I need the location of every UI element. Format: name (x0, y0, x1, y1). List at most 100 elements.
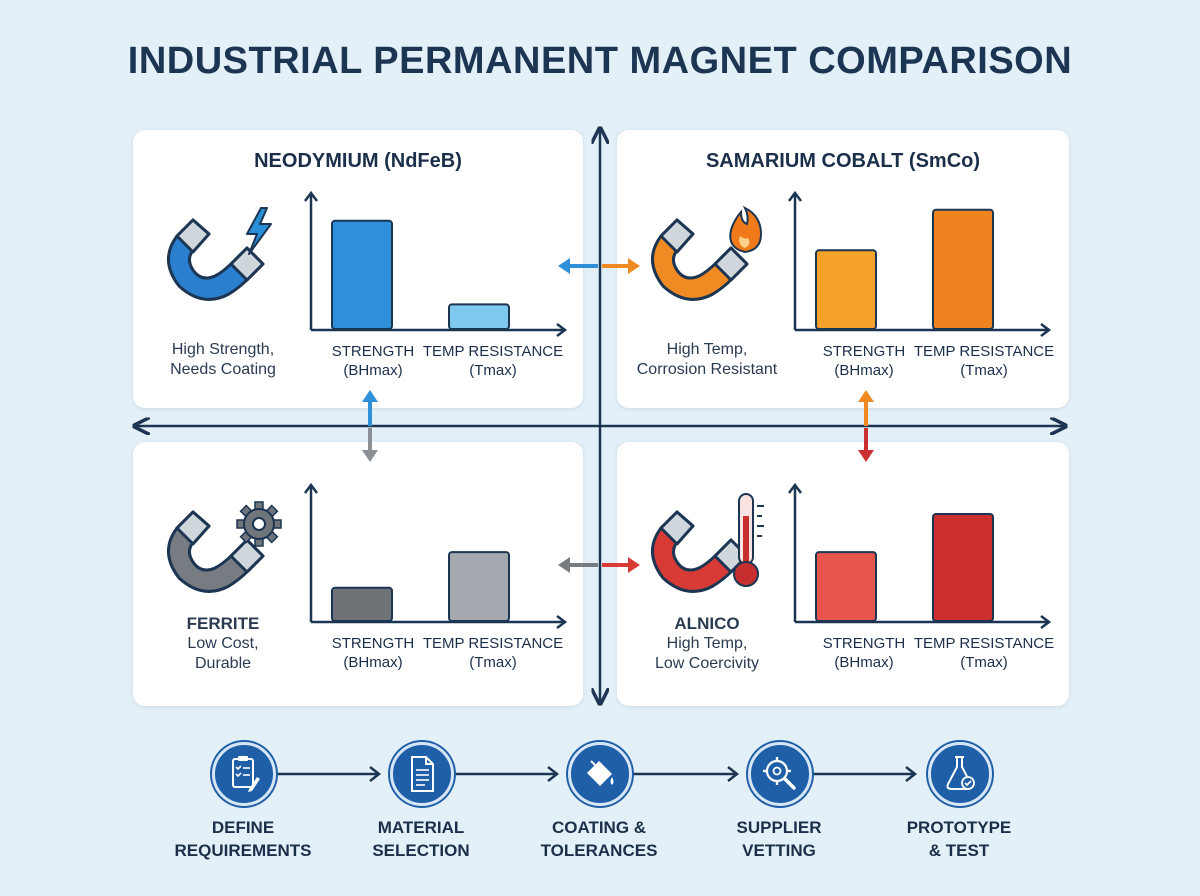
tick-line-2: (Tmax) (469, 654, 517, 671)
page-title: INDUSTRIAL PERMANENT MAGNET COMPARISON (127, 40, 1073, 82)
document-icon (411, 756, 434, 792)
desc-line-1: High Temp, (666, 341, 748, 358)
step-label-coating-tolerances: COATING & TOLERANCES (514, 816, 684, 862)
card-title: NEODYMIUM (NdFeB) (254, 150, 462, 172)
lightning-icon (246, 207, 272, 255)
bar-temp-resistance (932, 512, 994, 623)
step-line-1: DEFINE (211, 818, 275, 837)
tick-line-2: (BHmax) (834, 654, 894, 671)
tick-line-2: (BHmax) (343, 362, 403, 379)
x-tick-label-temp: TEMP RESISTANCE (Tmax) (909, 634, 1059, 672)
tick-line-2: (Tmax) (469, 362, 517, 379)
y-axis-arrowhead (788, 190, 802, 202)
desc-line-1: High Strength, (171, 341, 275, 358)
card-alnico: ALNICO High Temp, Low Coercivity STRENGT… (617, 442, 1069, 706)
step-line-2: TOLERANCES (540, 841, 658, 860)
bar-temp-resistance (932, 208, 994, 330)
process-flow: DEFINE REQUIREMENTS MATERIAL SELECTION C… (0, 730, 1200, 890)
desc-line-1: Low Cost, (187, 635, 259, 652)
material-description: FERRITE Low Cost, Durable (143, 614, 303, 674)
step-label-material-selection: MATERIAL SELECTION (336, 816, 506, 862)
checklist-icon (232, 756, 260, 792)
y-axis-arrowhead (304, 482, 318, 494)
desc-line-1: High Temp, (666, 635, 748, 652)
step-line-1: MATERIAL (377, 818, 465, 837)
bar-chart (788, 190, 1052, 337)
connector-arrow-top (558, 258, 640, 274)
tick-line-1: STRENGTH (822, 343, 906, 360)
magnet-icon (647, 190, 777, 320)
step-supplier-vetting[interactable] (748, 742, 812, 806)
x-tick-label-strength: STRENGTH (BHmax) (819, 342, 909, 380)
bar-temp-resistance (448, 303, 510, 331)
step-define-requirements[interactable] (212, 742, 276, 806)
tick-line-1: TEMP RESISTANCE (913, 343, 1055, 360)
desc-line-2: Durable (194, 655, 252, 672)
connector-arrow-right (858, 390, 874, 462)
material-description: High Temp, Corrosion Resistant (617, 340, 797, 380)
tick-line-1: STRENGTH (331, 343, 415, 360)
tick-line-1: STRENGTH (822, 635, 906, 652)
step-line-1: COATING & (551, 818, 647, 837)
x-tick-label-temp: TEMP RESISTANCE (Tmax) (418, 342, 568, 380)
flask-icon (946, 756, 975, 790)
step-line-2: REQUIREMENTS (174, 841, 312, 860)
magnet-icon (647, 482, 777, 612)
process-connectors (274, 766, 918, 782)
bar-chart (788, 482, 1052, 629)
y-axis-arrowhead (788, 482, 802, 494)
card-ferrite: FERRITE Low Cost, Durable STRENGTH (BHma… (133, 442, 583, 706)
tick-line-2: (Tmax) (960, 654, 1008, 671)
paint-bucket-icon (587, 760, 614, 786)
material-description: High Strength, Needs Coating (143, 340, 303, 380)
bar-temp-resistance (448, 551, 510, 622)
card-neodymium: NEODYMIUM (NdFeB) High Strength, Needs C… (133, 130, 583, 408)
magnet-icon (163, 190, 293, 320)
step-label-define-requirements: DEFINE REQUIREMENTS (158, 816, 328, 862)
x-tick-label-temp: TEMP RESISTANCE (Tmax) (909, 342, 1059, 380)
bar-chart (304, 190, 568, 337)
step-line-1: PROTOTYPE (906, 818, 1012, 837)
tick-line-1: STRENGTH (331, 635, 415, 652)
tick-line-1: TEMP RESISTANCE (422, 343, 564, 360)
bar-strength (815, 249, 877, 330)
bar-chart (304, 482, 568, 629)
tick-line-1: TEMP RESISTANCE (422, 635, 564, 652)
card-title: SAMARIUM COBALT (SmCo) (705, 150, 981, 172)
step-line-1: SUPPLIER (736, 818, 822, 837)
x-axis-arrowhead (556, 615, 568, 629)
step-label-prototype-test: PROTOTYPE & TEST (874, 816, 1044, 862)
step-line-2: SELECTION (372, 841, 470, 860)
desc-line-2: Corrosion Resistant (636, 361, 778, 378)
step-line-2: VETTING (742, 841, 816, 860)
step-prototype-test[interactable] (928, 742, 992, 806)
y-axis-arrowhead (304, 190, 318, 202)
card-samarium-cobalt: SAMARIUM COBALT (SmCo) High Temp, Corros… (617, 130, 1069, 408)
desc-line-2: Needs Coating (170, 361, 276, 378)
flame-icon (729, 205, 763, 254)
bar-strength (815, 551, 877, 622)
search-gear-icon (763, 757, 796, 790)
tick-line-1: TEMP RESISTANCE (913, 635, 1055, 652)
step-line-2: & TEST (928, 841, 990, 860)
step-coating-tolerances[interactable] (568, 742, 632, 806)
x-tick-label-temp: TEMP RESISTANCE (Tmax) (418, 634, 568, 672)
x-axis-arrowhead (1040, 323, 1052, 337)
x-axis-arrowhead (556, 323, 568, 337)
bar-strength (331, 586, 393, 622)
x-tick-label-strength: STRENGTH (BHmax) (328, 342, 418, 380)
material-name: ALNICO (674, 614, 740, 633)
gear-icon (236, 501, 282, 547)
step-material-selection[interactable] (390, 742, 454, 806)
x-tick-label-strength: STRENGTH (BHmax) (819, 634, 909, 672)
desc-line-2: Low Coercivity (654, 655, 760, 672)
x-axis-arrowhead (1040, 615, 1052, 629)
thermometer-icon (733, 493, 764, 587)
tick-line-2: (BHmax) (343, 654, 403, 671)
x-tick-label-strength: STRENGTH (BHmax) (328, 634, 418, 672)
magnet-icon (163, 482, 293, 612)
connector-arrow-bottom (558, 557, 640, 573)
step-label-supplier-vetting: SUPPLIER VETTING (694, 816, 864, 862)
material-description: ALNICO High Temp, Low Coercivity (617, 614, 797, 674)
